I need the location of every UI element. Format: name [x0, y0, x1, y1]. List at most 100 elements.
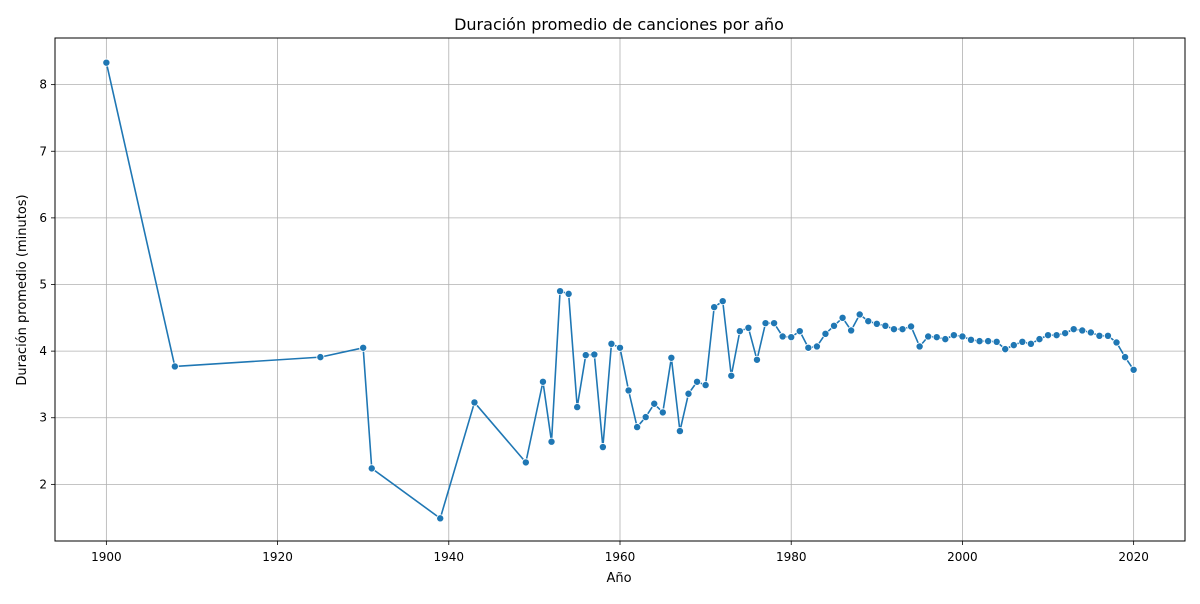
data-point: [855, 310, 864, 319]
data-point: [949, 331, 958, 340]
data-point: [641, 413, 650, 422]
x-tick-label: 1920: [262, 550, 293, 564]
data-point: [1078, 326, 1087, 335]
data-point: [915, 342, 924, 351]
data-point: [316, 353, 325, 362]
y-tick-label: 2: [39, 477, 47, 491]
data-point: [744, 323, 753, 332]
data-point: [838, 313, 847, 322]
x-tick-label: 1960: [605, 550, 636, 564]
data-point: [898, 325, 907, 334]
y-tick-label: 3: [39, 411, 47, 425]
y-tick-label: 5: [39, 278, 47, 292]
data-point: [992, 337, 1001, 346]
y-tick-label: 6: [39, 211, 47, 225]
x-tick-label: 1980: [776, 550, 807, 564]
data-point: [616, 343, 625, 352]
data-point: [624, 386, 633, 395]
data-point: [907, 322, 916, 331]
data-point: [975, 337, 984, 346]
data-point: [941, 335, 950, 344]
data-point: [1112, 338, 1121, 347]
data-point: [701, 381, 710, 390]
data-point: [1061, 329, 1070, 338]
data-point: [821, 329, 830, 338]
data-point: [1095, 331, 1104, 340]
data-point: [924, 332, 933, 341]
data-point: [693, 377, 702, 386]
y-axis-ticks: 2 3 4 5 6 7 8: [39, 78, 55, 491]
data-point: [1121, 353, 1130, 362]
data-point: [770, 319, 779, 328]
data-point: [966, 335, 975, 344]
data-point: [889, 325, 898, 334]
x-tick-label: 2000: [947, 550, 978, 564]
data-point: [1009, 341, 1018, 350]
data-point: [675, 427, 684, 436]
data-point: [684, 389, 693, 398]
data-point: [1069, 325, 1078, 334]
y-tick-label: 8: [39, 78, 47, 92]
y-tick-label: 4: [39, 344, 47, 358]
data-point: [1086, 328, 1095, 337]
data-point: [932, 333, 941, 342]
data-point: [1052, 331, 1061, 340]
data-point: [581, 351, 590, 360]
y-tick-label: 7: [39, 144, 47, 158]
data-point: [436, 514, 445, 523]
data-point: [538, 377, 547, 386]
data-point: [470, 398, 479, 407]
data-point: [521, 458, 530, 467]
data-point: [564, 289, 573, 298]
data-point: [573, 403, 582, 412]
data-point: [872, 319, 881, 328]
x-tick-label: 1940: [434, 550, 465, 564]
grid: [55, 38, 1185, 541]
x-axis-label: Año: [606, 571, 631, 586]
data-point: [633, 423, 642, 432]
data-point: [778, 332, 787, 341]
data-point: [787, 333, 796, 342]
data-point: [727, 371, 736, 380]
x-axis-ticks: 1900 1920 1940 1960 1980 2000 2020: [91, 541, 1149, 564]
data-point: [735, 327, 744, 336]
data-point: [881, 321, 890, 330]
data-point: [847, 326, 856, 335]
data-point: [710, 303, 719, 312]
data-point: [752, 355, 761, 364]
data-point: [812, 342, 821, 351]
data-point: [830, 321, 839, 330]
x-tick-label: 2020: [1118, 550, 1149, 564]
data-point: [170, 362, 179, 371]
data-point: [958, 332, 967, 341]
series-layer: [102, 58, 1138, 523]
data-point: [547, 437, 556, 446]
data-point: [650, 399, 659, 408]
data-point: [598, 443, 607, 452]
data-point: [1129, 365, 1138, 374]
data-point: [607, 339, 616, 348]
y-axis-label: Duración promedio (minutos): [15, 194, 30, 385]
chart-title: Duración promedio de canciones por año: [454, 15, 784, 34]
data-point: [1026, 339, 1035, 348]
data-point: [761, 319, 770, 328]
data-point: [359, 343, 368, 352]
data-point: [1044, 331, 1053, 340]
data-point: [556, 287, 565, 296]
data-point: [658, 408, 667, 417]
data-point: [1103, 331, 1112, 340]
data-point: [804, 343, 813, 352]
data-point: [795, 327, 804, 336]
data-point: [367, 464, 376, 473]
data-point: [1001, 345, 1010, 354]
data-point: [102, 58, 111, 67]
data-point: [1035, 335, 1044, 344]
data-point: [1018, 337, 1027, 346]
data-point: [667, 353, 676, 362]
x-tick-label: 1900: [91, 550, 122, 564]
data-point: [590, 350, 599, 359]
data-point: [718, 297, 727, 306]
